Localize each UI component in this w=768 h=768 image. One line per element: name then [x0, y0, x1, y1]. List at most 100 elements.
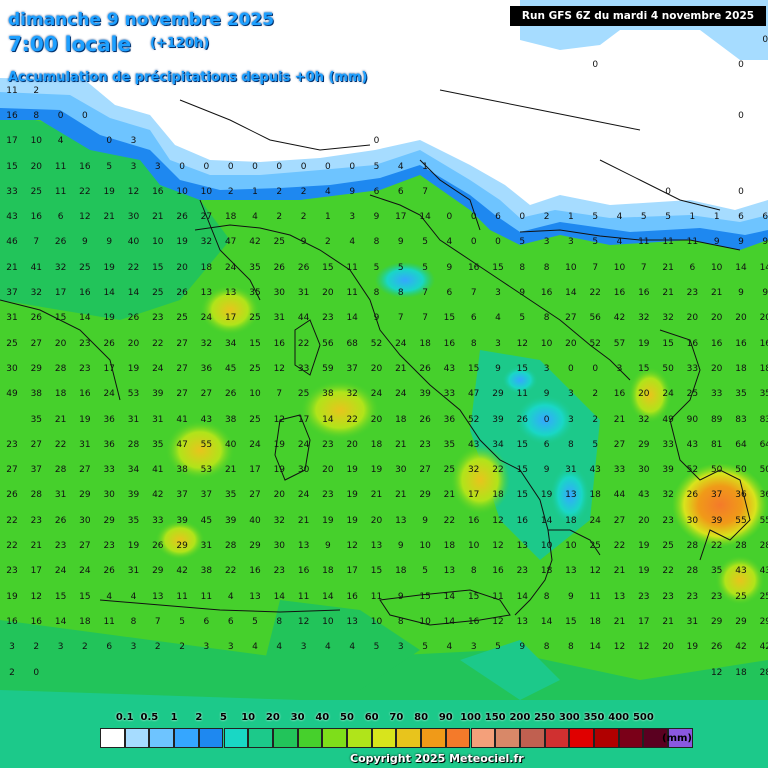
grid-value: 43 — [200, 414, 213, 425]
grid-value: 39 — [127, 490, 140, 501]
forecast-lead-time: (+120h) — [150, 36, 210, 51]
grid-value: 20 — [370, 414, 383, 425]
grid-value: 19 — [540, 490, 553, 501]
grid-value: 5 — [422, 262, 428, 273]
grid-value: 23 — [686, 591, 699, 602]
grid-value: 26 — [176, 288, 188, 298]
grid-value: 18 — [565, 515, 577, 526]
grid-value: 9 — [82, 237, 88, 248]
grid-value: 0 — [738, 110, 744, 121]
grid-value: 2 — [227, 186, 234, 197]
grid-value: 23 — [662, 515, 674, 526]
grid-value: 27 — [6, 465, 18, 476]
grid-value: 5 — [519, 313, 526, 324]
grid-value: 11 — [370, 591, 383, 602]
grid-value: 11 — [6, 85, 18, 96]
grid-value: 16 — [638, 288, 650, 298]
grid-value: 0 — [57, 110, 64, 121]
grid-value: 0 — [592, 363, 599, 374]
grid-value: 4 — [130, 591, 137, 602]
grid-value: 20 — [346, 439, 358, 450]
grid-value: 1 — [568, 212, 574, 223]
grid-value: 11 — [54, 186, 67, 197]
grid-value: 29 — [103, 515, 115, 526]
grid-value: 30 — [127, 212, 140, 223]
grid-value: 16 — [152, 186, 164, 197]
grid-value: 20 — [735, 313, 747, 324]
grid-value: 44 — [297, 313, 310, 324]
grid-value: 18 — [589, 490, 601, 501]
grid-value: 4 — [57, 136, 64, 147]
grid-value: 43 — [589, 465, 601, 476]
grid-value: 22 — [54, 439, 67, 450]
grid-value: 0 — [82, 110, 88, 121]
grid-value: 10 — [152, 237, 164, 248]
map-description: Accumulation de précipitations depuis +0… — [8, 70, 368, 85]
grid-value: 16 — [492, 566, 504, 577]
grid-value: 46 — [6, 237, 18, 248]
grid-value: 7 — [422, 186, 428, 197]
grid-value: 23 — [79, 338, 91, 349]
legend-swatch — [198, 728, 224, 748]
grid-value: 3 — [397, 642, 404, 653]
legend-swatch — [569, 728, 594, 748]
legend-swatch — [668, 728, 693, 748]
grid-value: 7 — [33, 237, 40, 248]
grid-value: 19 — [322, 515, 334, 526]
grid-value: 5 — [252, 616, 258, 627]
grid-value: 24 — [103, 389, 115, 400]
grid-value: 20 — [30, 161, 43, 172]
grid-value: 15 — [516, 490, 529, 501]
grid-value: 6 — [106, 642, 113, 653]
grid-value: 23 — [322, 439, 334, 450]
grid-value: 20 — [273, 490, 286, 501]
grid-value: 21 — [662, 616, 674, 627]
legend-swatch — [322, 728, 347, 748]
grid-value: 4 — [325, 186, 331, 197]
grid-value: 18 — [419, 338, 431, 349]
grid-value: 23 — [322, 313, 334, 324]
grid-value: 4 — [495, 313, 501, 324]
grid-value: 21 — [443, 490, 456, 501]
grid-value: 26 — [419, 363, 431, 374]
grid-value: 9 — [373, 313, 380, 324]
grid-value: 14 — [540, 515, 553, 526]
grid-value: 15 — [322, 262, 334, 273]
grid-value: 56 — [322, 338, 334, 349]
grid-value: 11 — [686, 237, 699, 248]
grid-value: 32 — [638, 414, 650, 425]
grid-value: 29 — [176, 541, 188, 551]
grid-value: 16 — [613, 288, 626, 298]
grid-value: 32 — [54, 262, 67, 273]
grid-value: 1 — [422, 161, 428, 172]
grid-value: 35 — [249, 288, 261, 298]
grid-value: 0 — [495, 237, 501, 248]
grid-value: 29 — [419, 490, 431, 501]
grid-value: 28 — [54, 465, 67, 476]
grid-value: 30 — [395, 465, 407, 476]
legend-label: 100 — [460, 712, 481, 723]
grid-value: 5 — [640, 212, 647, 223]
grid-value: 26 — [516, 414, 529, 425]
grid-value: 4 — [252, 212, 258, 223]
grid-value: 1 — [325, 212, 331, 223]
grid-value: 16 — [79, 288, 91, 298]
grid-value: 10 — [540, 338, 553, 349]
grid-value: 9 — [300, 237, 307, 248]
grid-value: 43 — [467, 439, 480, 450]
grid-value: 7 — [154, 616, 161, 627]
grid-value: 12 — [638, 642, 650, 653]
grid-value: 15 — [516, 439, 529, 450]
grid-value: 13 — [200, 288, 213, 298]
grid-value: 23 — [710, 591, 723, 602]
grid-value: 19 — [346, 515, 358, 526]
grid-value: 28 — [224, 541, 237, 551]
grid-value: 11 — [200, 591, 213, 602]
grid-value: 32 — [662, 490, 674, 501]
grid-value: 0 — [568, 363, 574, 374]
grid-value: 31 — [127, 414, 140, 425]
grid-value: 2 — [82, 642, 88, 653]
grid-value: 24 — [297, 439, 310, 450]
grid-value: 17 — [6, 136, 18, 147]
